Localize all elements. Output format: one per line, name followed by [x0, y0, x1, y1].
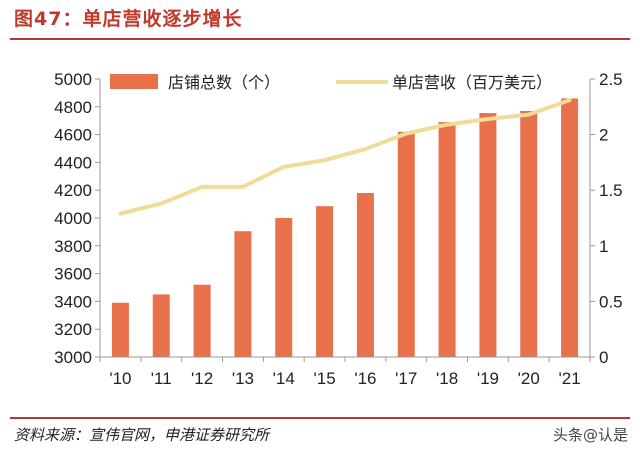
left-tick-label-9: 4800: [54, 98, 92, 117]
right-tick-label-3: 1.5: [599, 181, 623, 200]
x-tick-label-1: '11: [151, 369, 172, 388]
left-tick-label-1: 3200: [54, 320, 92, 339]
legend-line-label: 单店营收（百万美元）: [392, 74, 552, 92]
left-tick-label-3: 3600: [54, 265, 92, 284]
left-tick-label-7: 4400: [54, 153, 92, 172]
legend: 店铺总数（个） 单店营收（百万美元）: [110, 74, 552, 92]
x-tick-label-4: '14: [273, 369, 295, 388]
left-tick-label-4: 3800: [54, 237, 92, 256]
legend-bar-label: 店铺总数（个）: [168, 74, 280, 92]
left-tick-label-6: 4200: [54, 181, 92, 200]
right-tick-label-1: 0.5: [599, 292, 623, 311]
bar-10: [520, 110, 538, 357]
left-tick-label-8: 4600: [54, 126, 92, 145]
bar-series: [111, 98, 579, 358]
left-tick-label-2: 3400: [54, 292, 92, 311]
line-path: [118, 98, 572, 216]
watermark: 头条@认是: [552, 426, 628, 444]
right-tick-label-2: 1: [599, 237, 608, 256]
x-tick-label-8: '18: [436, 369, 458, 388]
source-note: 资料来源：宣伟官网，申港证券研究所: [14, 426, 270, 444]
right-tick-label-5: 2.5: [599, 70, 623, 89]
title-rule: [10, 38, 630, 40]
figure-title: 图47：单店营收逐步增长: [14, 8, 243, 30]
bar-0: [111, 302, 129, 357]
x-tick-label-5: '15: [314, 369, 336, 388]
legend-bar-swatch: [110, 74, 158, 89]
bar-5: [316, 206, 334, 357]
bar-7: [397, 131, 415, 357]
line-series: [118, 98, 572, 216]
axes: 3000 3200 3400 3600 3800 4000 4200 4400 4600 4800…: [54, 70, 622, 388]
left-tick-label-5: 4000: [54, 209, 92, 228]
bar-8: [438, 122, 456, 357]
right-tick-label-4: 2: [599, 126, 608, 145]
x-tick-label-0: '10: [109, 369, 131, 388]
x-tick-label-11: '21: [559, 369, 581, 388]
x-tick-label-6: '16: [354, 369, 376, 388]
bar-11: [561, 98, 579, 358]
x-tick-label-10: '20: [518, 369, 540, 388]
left-tick-label-10: 5000: [54, 70, 92, 89]
left-tick-label-0: 3000: [54, 348, 92, 367]
source-rule: [10, 417, 630, 419]
x-tick-label-2: '12: [191, 369, 213, 388]
bar-6: [356, 192, 374, 357]
bar-4: [275, 218, 293, 357]
x-tick-label-7: '17: [395, 369, 417, 388]
x-tick-label-3: '13: [232, 369, 254, 388]
bar-1: [152, 294, 170, 357]
right-tick-label-0: 0: [599, 348, 608, 367]
bar-9: [479, 113, 497, 358]
x-tick-label-9: '19: [477, 369, 499, 388]
bar-2: [193, 284, 211, 357]
bar-3: [234, 231, 252, 357]
